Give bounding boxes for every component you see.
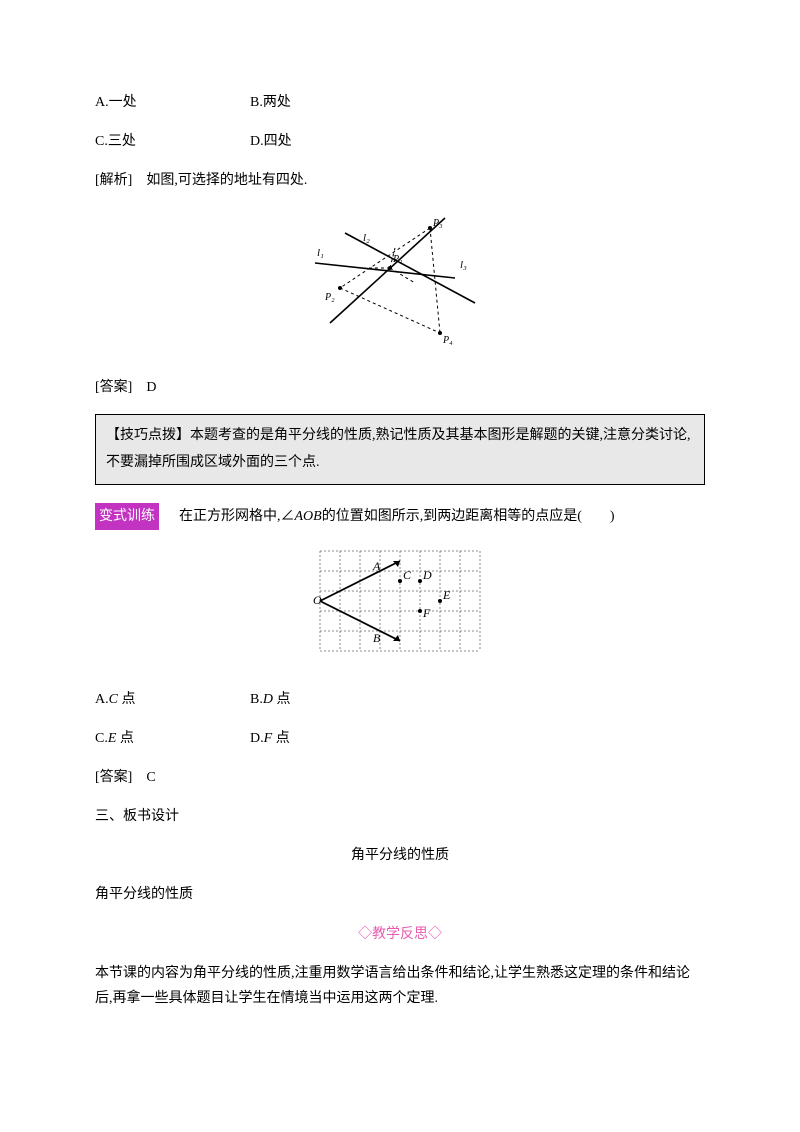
q2-option-b: B.D 点 <box>250 687 405 712</box>
variant-stem-pre: 在正方形网格中,∠ <box>165 509 295 524</box>
analysis-text: [解析] 如图,可选择的地址有四处. <box>95 168 705 193</box>
label-B: B <box>373 631 381 645</box>
label-p4: P₄ <box>442 335 453 346</box>
variant-stem: 变式训练 在正方形网格中,∠AOB的位置如图所示,到两边距离相等的点应是( ) <box>95 503 705 530</box>
label-l2: l₂ <box>363 232 370 244</box>
q1-option-a: A.一处 <box>95 90 250 115</box>
label-A: A <box>372 559 381 573</box>
label-O: O <box>313 593 322 607</box>
q2-option-a: A.C 点 <box>95 687 250 712</box>
label-l1: l₁ <box>317 247 324 259</box>
label-l3: l₃ <box>460 259 467 271</box>
q1-options-row2: C.三处 D.四处 <box>95 129 705 154</box>
reflection-body: 本节课的内容为角平分线的性质,注重用数学语言给出条件和结论,让学生熟悉这定理的条… <box>95 961 705 1011</box>
q2-options-row2: C.E 点 D.F 点 <box>95 726 705 751</box>
answer-1: [答案] D <box>95 375 705 400</box>
label-E: E <box>442 588 451 602</box>
diagram-2-svg: O A B C D E F <box>313 544 488 659</box>
diagram-1-svg: l₁ l₂ l₃ P₁ P₂ P₃ P₄ <box>305 208 495 348</box>
section-3-heading: 三、板书设计 <box>95 804 705 829</box>
label-p3: P₃ <box>432 218 443 229</box>
variant-badge: 变式训练 <box>95 503 159 530</box>
q2-options-row1: A.C 点 B.D 点 <box>95 687 705 712</box>
q1-options-row1: A.一处 B.两处 <box>95 90 705 115</box>
q1-option-b: B.两处 <box>250 90 405 115</box>
label-F: F <box>422 606 431 620</box>
label-p1: P₁ <box>392 254 403 265</box>
board-content: 角平分线的性质 <box>95 882 705 907</box>
q2-option-d: D.F 点 <box>250 726 405 751</box>
label-p2: P₂ <box>324 292 335 303</box>
board-title: 角平分线的性质 <box>95 843 705 868</box>
label-C: C <box>403 568 412 582</box>
variant-stem-var: AOB <box>295 509 322 524</box>
reflection-heading: ◇教学反思◇ <box>95 922 705 947</box>
q2-option-c: C.E 点 <box>95 726 250 751</box>
variant-stem-post: 的位置如图所示,到两边距离相等的点应是( ) <box>322 509 615 524</box>
q1-option-d: D.四处 <box>250 129 405 154</box>
diagram-1-container: l₁ l₂ l₃ P₁ P₂ P₃ P₄ <box>95 208 705 357</box>
tip-box: 【技巧点拨】本题考查的是角平分线的性质,熟记性质及其基本图形是解题的关键,注意分… <box>95 414 705 485</box>
label-D: D <box>422 568 432 582</box>
q1-option-c: C.三处 <box>95 129 250 154</box>
diagram-2-container: O A B C D E F <box>95 544 705 668</box>
answer-2: [答案] C <box>95 765 705 790</box>
